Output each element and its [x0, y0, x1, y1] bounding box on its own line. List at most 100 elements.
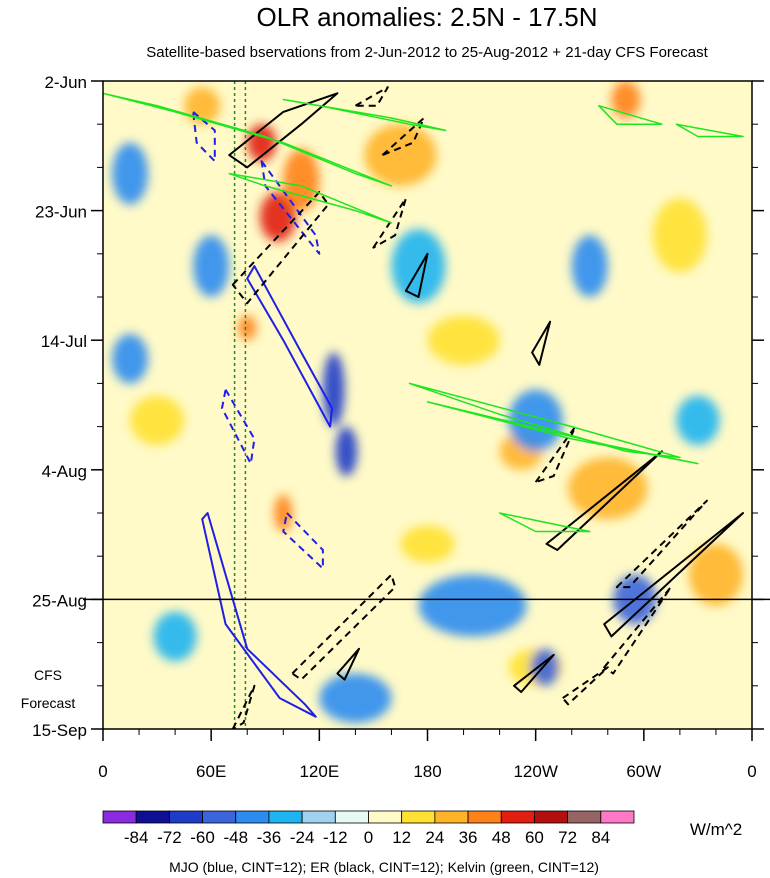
x-tick-label-0: 0 [98, 762, 107, 781]
colorbar-label-10: 36 [459, 828, 478, 847]
colorbar-swatch-13 [534, 810, 569, 824]
colorbar-swatch-11 [467, 810, 502, 824]
er-contour-10 [603, 512, 744, 638]
er-contour-12 [336, 647, 360, 681]
anomaly-blob-9 [652, 198, 707, 273]
colorbar-label-6: -12 [323, 828, 348, 847]
colorbar-label-11: 48 [492, 828, 511, 847]
colorbar-label-14: 84 [591, 828, 610, 847]
anomaly-blob-7 [427, 315, 500, 365]
anomaly-blob-6 [364, 124, 437, 186]
anomaly-blob-16 [335, 426, 358, 476]
er-contour-18 [615, 499, 708, 589]
anomaly-blob-11 [568, 457, 648, 520]
colorbar-label-4: -36 [257, 828, 282, 847]
colorbar-swatch-14 [567, 810, 602, 824]
colorbar-label-0: -84 [124, 828, 149, 847]
colorbar: -84 -72 -60 -48 -36 -24 -12 0 12 24 36 48 60 72 84 [102, 810, 635, 847]
legend-text: MJO (blue, CINT=12); ER (black, CINT=12)… [169, 859, 599, 875]
mjo-contour-0 [246, 265, 333, 428]
kelvin-contour-23 [103, 92, 393, 187]
anomaly-blob-20 [418, 574, 527, 637]
plot-background [103, 81, 752, 729]
anomaly-blob-27 [153, 611, 197, 662]
x-tick-label-4: 120W [513, 762, 557, 781]
colorbar-label-13: 72 [558, 828, 577, 847]
mjo-contour-3 [260, 160, 321, 255]
colorbar-label-5: -24 [290, 828, 315, 847]
colorbar-label-8: 12 [392, 828, 411, 847]
colorbar-swatch-4 [235, 810, 270, 824]
anomaly-blob-4 [274, 494, 293, 532]
er-contour-20 [603, 586, 672, 675]
anomaly-blob-19 [530, 648, 560, 686]
chart-title: OLR anomalies: 2.5N - 17.5N [256, 2, 597, 32]
colorbar-swatch-2 [168, 810, 203, 824]
anomaly-blob-23 [508, 389, 563, 452]
y-tick-label-2: 14-Jul [41, 332, 87, 351]
er-contour-22 [231, 684, 256, 729]
colorbar-swatch-15 [600, 810, 635, 824]
anomaly-blob-1 [259, 192, 296, 242]
colorbar-swatch-10 [434, 810, 469, 824]
er-contour-8 [531, 320, 552, 366]
er-contour-21 [561, 666, 609, 706]
colorbar-units: W/m^2 [690, 820, 742, 839]
kelvin-contour-29 [675, 123, 744, 138]
colorbar-label-1: -72 [157, 828, 182, 847]
y-tick-label-5: 15-Sep [32, 721, 87, 740]
plot-area [103, 81, 752, 729]
kelvin-contour-30 [598, 104, 663, 125]
anomaly-blob-28 [676, 395, 720, 446]
anomaly-blob-21 [193, 235, 230, 297]
y-tick-label-0: 2-Jun [44, 73, 87, 92]
er-contour-9 [545, 450, 663, 551]
colorbar-label-7: 0 [364, 828, 373, 847]
colorbar-label-9: 24 [425, 828, 444, 847]
y-axis: 2-Jun 23-Jun 14-Jul 4-Aug 25-Aug 15-Sep [32, 73, 764, 740]
kelvin-contour-28 [498, 512, 591, 533]
anomaly-blob-24 [571, 235, 608, 297]
colorbar-swatch-7 [334, 810, 369, 824]
colorbar-swatch-3 [202, 810, 237, 824]
anomaly-blob-25 [391, 229, 446, 304]
colorbar-swatch-1 [135, 810, 170, 824]
x-axis: 0 60E 120E 180 120W 60W 0 [98, 729, 757, 781]
wave-contours [103, 86, 744, 729]
colorbar-label-2: -60 [190, 828, 215, 847]
forecast-label-line2: Forecast [21, 695, 76, 711]
er-contour-15 [381, 117, 425, 157]
anomaly-blob-5 [238, 315, 257, 341]
er-contour-11 [513, 653, 555, 693]
kelvin-contour-24 [228, 172, 393, 224]
anomaly-blob-2 [283, 148, 320, 211]
anomaly-blob-26 [319, 673, 392, 723]
colorbar-label-12: 60 [525, 828, 544, 847]
er-contour-19 [291, 573, 397, 681]
kelvin-contour-25 [282, 98, 447, 132]
colorbar-swatch-9 [401, 810, 436, 824]
anomaly-blob-8 [611, 81, 641, 119]
colorbar-swatch-12 [500, 810, 535, 824]
er-contour-7 [404, 252, 429, 298]
anomaly-blob-17 [322, 352, 345, 427]
x-tick-label-6: 0 [747, 762, 756, 781]
mjo-contour-4 [221, 388, 256, 465]
x-tick-label-2: 120E [299, 762, 339, 781]
colorbar-label-3: -48 [223, 828, 248, 847]
colorbar-swatch-0 [102, 810, 137, 824]
x-tick-label-1: 60E [196, 762, 226, 781]
mjo-contour-1 [201, 512, 317, 718]
x-tick-label-5: 60W [626, 762, 661, 781]
y-tick-label-3: 4-Aug [42, 462, 87, 481]
forecast-label-line1: CFS [34, 667, 62, 683]
colorbar-swatch-6 [301, 810, 336, 824]
y-tick-label-1: 23-Jun [35, 203, 87, 222]
y-tick-label-4: 25-Aug [32, 591, 87, 610]
anomaly-blob-22 [112, 334, 149, 384]
anomaly-blob-14 [130, 395, 185, 446]
kelvin-contour-27 [426, 401, 699, 465]
colorbar-swatch-5 [268, 810, 303, 824]
anomaly-blob-12 [688, 543, 743, 606]
